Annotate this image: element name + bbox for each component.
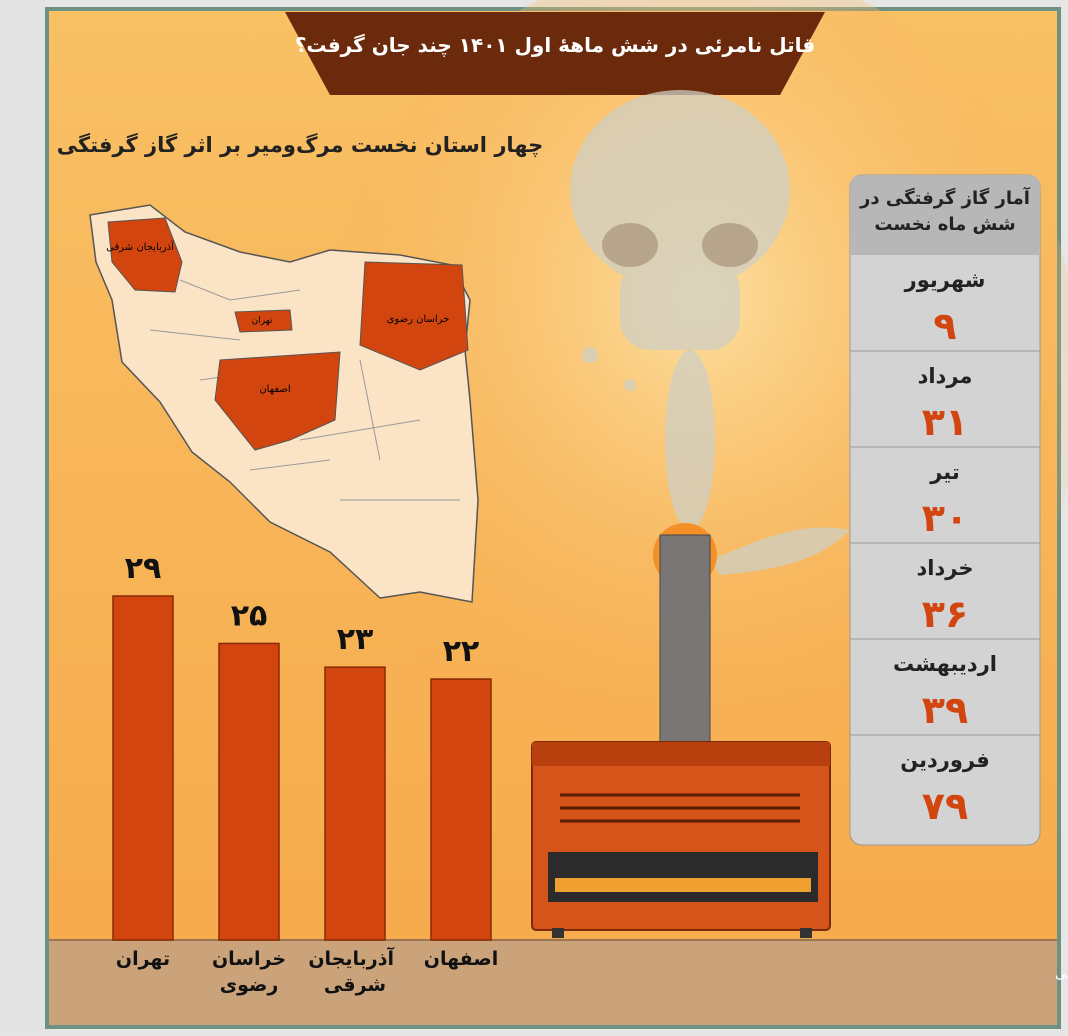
panel-header (850, 175, 1040, 255)
value-label: ۲۲ (443, 634, 480, 669)
x-tick-label: خراسان رضوی (211, 948, 287, 996)
month-label: شهریور (904, 268, 986, 292)
month-label: خرداد (917, 556, 974, 580)
map-label: آذربایجان شرقی (106, 240, 175, 253)
source: منبع داده‌ها: سازمان پزشکی قانونی (1055, 966, 1068, 982)
value-label: ۲۵ (231, 598, 268, 633)
skull-eyes (602, 223, 758, 267)
month-label: تیر (929, 460, 960, 484)
map-label: خراسان رضوی (387, 314, 450, 325)
month-label: فروردین (900, 748, 990, 772)
panel-title-box: آمار گاز گرفتگی در شش ماه نخست (860, 188, 1030, 235)
month-label: اردیبهشت (893, 652, 997, 676)
title-banner (285, 12, 825, 95)
bar (112, 595, 174, 941)
map-region (359, 261, 469, 371)
x-tick-label: تهران (115, 948, 171, 970)
month-label: مرداد (918, 364, 973, 388)
value-label: ۲۳ (337, 622, 374, 657)
month-value: ۳۶ (922, 592, 968, 636)
map-region (107, 217, 183, 293)
map-region (234, 309, 293, 333)
side-strip (0, 0, 45, 1032)
x-label-box: اصفهان (423, 948, 499, 970)
value-label: ۲۹ (125, 551, 162, 586)
bar (218, 642, 280, 941)
panel-title: آمار گاز گرفتگی در شش ماه نخست (860, 188, 1030, 235)
floor (49, 940, 1057, 1025)
x-tick-label: اصفهان (423, 948, 499, 970)
bar (430, 678, 492, 941)
month-value: ۳۱ (922, 400, 968, 444)
month-value: ۹ (933, 304, 956, 348)
title: قاتل نامرئی در شش ماههٔ اول ۱۴۰۱ چند جان… (295, 33, 815, 58)
map-region (214, 351, 341, 451)
month-value: ۳۰ (922, 496, 968, 540)
panel-rows: شهریور ۹ مرداد ۳۱ تیر ۳۰ خرداد ۳۶ اردیبهشت ۳۹ فرور… (850, 268, 1040, 828)
x-tick-label: آذربایجان شرقی (308, 948, 394, 996)
x-label-box: تهران (115, 948, 171, 970)
month-value: ۷۹ (922, 784, 968, 828)
x-label-box: خراسان رضوی (211, 948, 287, 996)
subtitle: چهار استان نخست مرگ‌ومیر بر اثر گاز گرفت… (57, 132, 544, 157)
map-label: اصفهان (259, 384, 290, 395)
heater (531, 523, 831, 938)
x-label-box: آذربایجان شرقی (308, 948, 394, 996)
month-value: ۳۹ (922, 688, 968, 732)
bar (324, 666, 386, 941)
bars: ۲۹ تهران ۲۵ خراسان رضوی ۲۳ آذربایجان شرقی ۲۲ اص… (112, 551, 499, 996)
map-label: تهران (252, 316, 273, 326)
